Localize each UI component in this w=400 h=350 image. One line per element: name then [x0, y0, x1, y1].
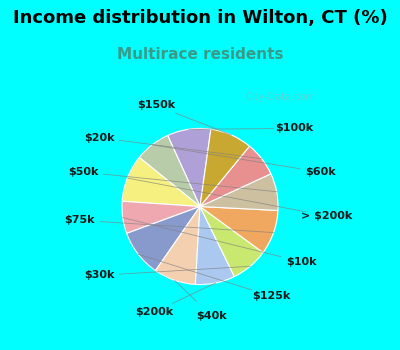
Text: Multirace residents: Multirace residents: [117, 47, 283, 62]
Wedge shape: [200, 174, 278, 210]
Text: $10k: $10k: [286, 257, 316, 267]
Wedge shape: [122, 201, 200, 233]
Wedge shape: [195, 206, 234, 285]
Wedge shape: [139, 135, 200, 206]
Text: $125k: $125k: [252, 291, 290, 301]
Text: $30k: $30k: [84, 271, 114, 280]
Text: $60k: $60k: [305, 167, 336, 177]
Text: $100k: $100k: [275, 124, 313, 133]
Text: City-Data.com: City-Data.com: [246, 92, 315, 103]
Wedge shape: [200, 206, 278, 253]
Text: $75k: $75k: [64, 215, 95, 225]
Wedge shape: [122, 158, 200, 206]
Wedge shape: [127, 206, 200, 271]
Wedge shape: [168, 128, 211, 206]
Text: > $200k: > $200k: [301, 211, 352, 221]
Wedge shape: [200, 146, 271, 206]
Text: $20k: $20k: [84, 133, 114, 142]
Text: Income distribution in Wilton, CT (%): Income distribution in Wilton, CT (%): [13, 8, 387, 27]
Wedge shape: [200, 129, 250, 206]
Text: $40k: $40k: [196, 310, 227, 321]
Text: $50k: $50k: [68, 167, 98, 177]
Wedge shape: [200, 206, 263, 276]
Text: $150k: $150k: [137, 100, 176, 111]
Wedge shape: [156, 206, 200, 285]
Text: $200k: $200k: [135, 307, 173, 317]
